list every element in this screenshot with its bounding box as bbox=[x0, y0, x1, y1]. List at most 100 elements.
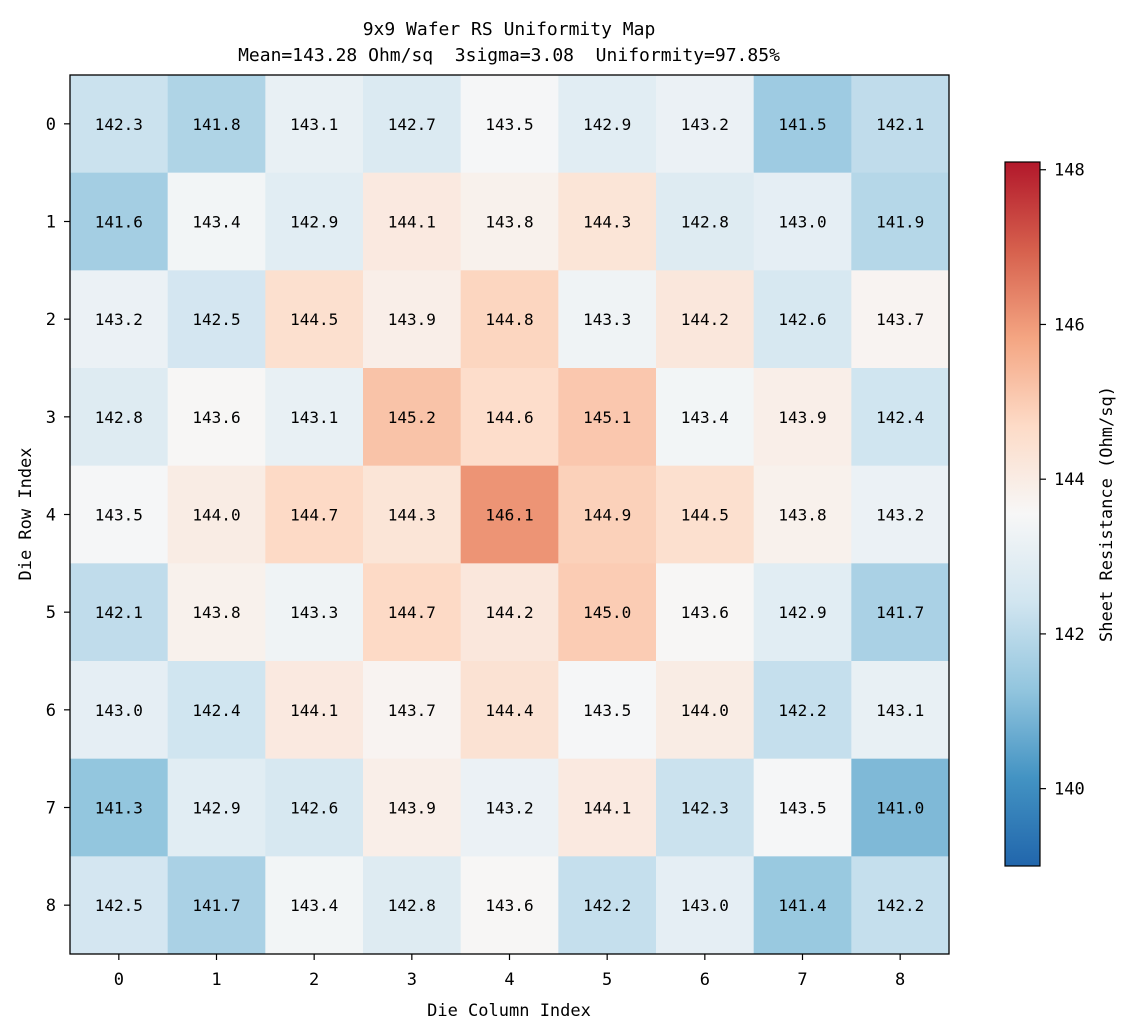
cell-value-label: 145.1 bbox=[583, 408, 631, 427]
cell-value-label: 142.6 bbox=[778, 310, 826, 329]
cell-value-label: 143.0 bbox=[778, 213, 826, 232]
heatmap-cell bbox=[753, 270, 852, 369]
heatmap-cell bbox=[460, 856, 559, 955]
heatmap-cell bbox=[460, 661, 559, 760]
cell-value-label: 143.5 bbox=[95, 506, 143, 525]
heatmap-cell bbox=[851, 856, 950, 955]
cell-value-label: 141.7 bbox=[876, 603, 924, 622]
heatmap-cell bbox=[265, 75, 364, 174]
heatmap-cell bbox=[363, 856, 462, 955]
x-tick-label: 4 bbox=[504, 970, 514, 990]
heatmap-cell bbox=[753, 661, 852, 760]
y-tick-label: 6 bbox=[46, 701, 56, 721]
heatmap-cell bbox=[851, 172, 950, 271]
chart-title: 9x9 Wafer RS Uniformity Map bbox=[363, 19, 656, 40]
heatmap-cell bbox=[167, 172, 266, 271]
cell-value-label: 144.8 bbox=[485, 310, 533, 329]
heatmap-cell bbox=[460, 368, 559, 467]
heatmap-cell bbox=[265, 368, 364, 467]
cell-value-label: 143.9 bbox=[388, 799, 436, 818]
heatmap-cell bbox=[363, 172, 462, 271]
cell-value-label: 144.1 bbox=[290, 701, 338, 720]
cell-value-label: 143.3 bbox=[583, 310, 631, 329]
cell-value-label: 143.2 bbox=[95, 310, 143, 329]
cell-value-label: 143.1 bbox=[876, 701, 924, 720]
cell-value-label: 142.4 bbox=[192, 701, 240, 720]
heatmap-cell bbox=[70, 758, 169, 857]
y-tick-label: 7 bbox=[46, 799, 56, 819]
cell-value-label: 144.6 bbox=[485, 408, 533, 427]
cell-value-label: 143.6 bbox=[681, 603, 729, 622]
cell-value-label: 143.1 bbox=[290, 408, 338, 427]
heatmap-cell bbox=[656, 270, 755, 369]
heatmap-cell bbox=[363, 563, 462, 662]
cell-value-label: 142.8 bbox=[681, 213, 729, 232]
heatmap-cell bbox=[558, 270, 657, 369]
heatmap-cell bbox=[460, 270, 559, 369]
cell-value-label: 143.6 bbox=[192, 408, 240, 427]
cell-value-label: 145.2 bbox=[388, 408, 436, 427]
heatmap-cell bbox=[851, 270, 950, 369]
heatmap-cell bbox=[363, 758, 462, 857]
heatmap-cell bbox=[753, 856, 852, 955]
x-axis: 0 1 2 3 4 5 6 7 8 bbox=[114, 954, 905, 990]
heatmap-cell bbox=[363, 368, 462, 467]
heatmap-cell bbox=[70, 75, 169, 174]
heatmap-cell bbox=[558, 856, 657, 955]
heatmap-cell bbox=[656, 75, 755, 174]
heatmap-cell bbox=[265, 758, 364, 857]
cell-value-label: 144.1 bbox=[388, 213, 436, 232]
heatmap-cell bbox=[851, 661, 950, 760]
x-tick-label: 2 bbox=[309, 970, 319, 990]
colorbar: 140 142 144 146 148 bbox=[1004, 161, 1085, 867]
heatmap-cell bbox=[656, 563, 755, 662]
y-tick-label: 3 bbox=[46, 408, 56, 428]
heatmap-cell bbox=[265, 270, 364, 369]
y-tick-label: 5 bbox=[46, 603, 56, 623]
cell-value-label: 142.5 bbox=[95, 896, 143, 915]
cell-value-label: 143.4 bbox=[192, 213, 240, 232]
heatmap-cells bbox=[70, 75, 950, 955]
cell-value-label: 142.2 bbox=[876, 896, 924, 915]
cell-value-label: 144.9 bbox=[583, 506, 631, 525]
cell-value-label: 143.4 bbox=[290, 896, 338, 915]
x-tick-label: 8 bbox=[895, 970, 905, 990]
cell-value-label: 141.6 bbox=[95, 213, 143, 232]
x-tick-label: 5 bbox=[602, 970, 612, 990]
cell-value-label: 144.0 bbox=[681, 701, 729, 720]
colorbar-tick-label: 142 bbox=[1054, 625, 1085, 645]
heatmap-cell bbox=[70, 563, 169, 662]
cell-value-label: 141.8 bbox=[192, 115, 240, 134]
heatmap-cell bbox=[167, 563, 266, 662]
heatmap-cell bbox=[70, 465, 169, 564]
heatmap-cell bbox=[167, 465, 266, 564]
cell-value-label: 143.4 bbox=[681, 408, 729, 427]
cell-value-label: 142.9 bbox=[583, 115, 631, 134]
heatmap-cell bbox=[460, 75, 559, 174]
heatmap-cell bbox=[656, 661, 755, 760]
heatmap-cell bbox=[167, 270, 266, 369]
cell-value-label: 142.8 bbox=[95, 408, 143, 427]
cell-value-label: 142.7 bbox=[388, 115, 436, 134]
colorbar-tick-label: 146 bbox=[1054, 315, 1085, 335]
cell-value-label: 141.9 bbox=[876, 213, 924, 232]
cell-value-label: 143.7 bbox=[388, 701, 436, 720]
cell-value-label: 143.2 bbox=[876, 506, 924, 525]
heatmap-cell bbox=[851, 563, 950, 662]
heatmap-cell bbox=[558, 661, 657, 760]
cell-value-label: 142.3 bbox=[95, 115, 143, 134]
colorbar-tick-label: 140 bbox=[1054, 780, 1085, 800]
heatmap-cell bbox=[753, 172, 852, 271]
cell-value-label: 141.0 bbox=[876, 799, 924, 818]
x-tick-label: 3 bbox=[407, 970, 417, 990]
heatmap-cell bbox=[460, 465, 559, 564]
cell-value-label: 142.9 bbox=[778, 603, 826, 622]
heatmap-cell bbox=[460, 563, 559, 662]
cell-value-label: 142.9 bbox=[192, 799, 240, 818]
heatmap-cell bbox=[656, 465, 755, 564]
heatmap-cell bbox=[363, 465, 462, 564]
heatmap-cell bbox=[167, 758, 266, 857]
cell-value-label: 144.2 bbox=[681, 310, 729, 329]
colorbar-tick-label: 148 bbox=[1054, 161, 1085, 181]
